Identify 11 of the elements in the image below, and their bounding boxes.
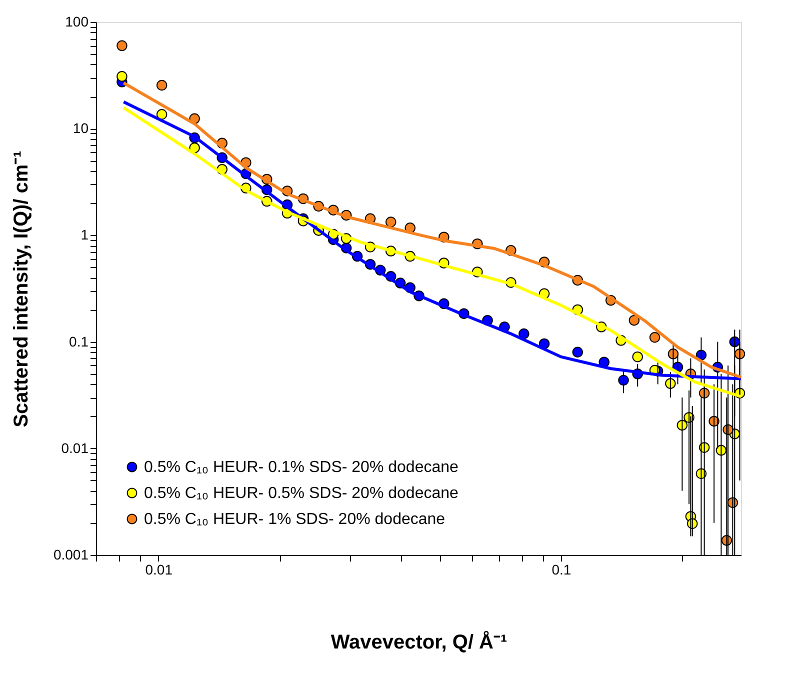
y-tick-label: 10 <box>72 120 89 136</box>
y-tick-label: 0.001 <box>53 546 89 562</box>
y-tick-label: 0.1 <box>69 333 89 350</box>
y-tick-label: 100 <box>65 14 89 30</box>
y-tick-label: 1 <box>80 226 89 243</box>
legend-label: 0.5% C₁₀ HEUR- 0.5% SDS- 20% dodecane <box>144 485 459 502</box>
y-axis-title: Scattered intensity, I(Q)/ cm⁻¹ <box>10 150 32 428</box>
y-tick-label: 0.01 <box>61 440 89 456</box>
legend-label: 0.5% C₁₀ HEUR- 0.1% SDS- 20% dodecane <box>144 459 459 476</box>
legend-label: 0.5% C₁₀ HEUR- 1% SDS- 20% dodecane <box>144 511 446 528</box>
x-axis-title: Wavevector, Q/ Å⁻¹ <box>330 630 508 654</box>
